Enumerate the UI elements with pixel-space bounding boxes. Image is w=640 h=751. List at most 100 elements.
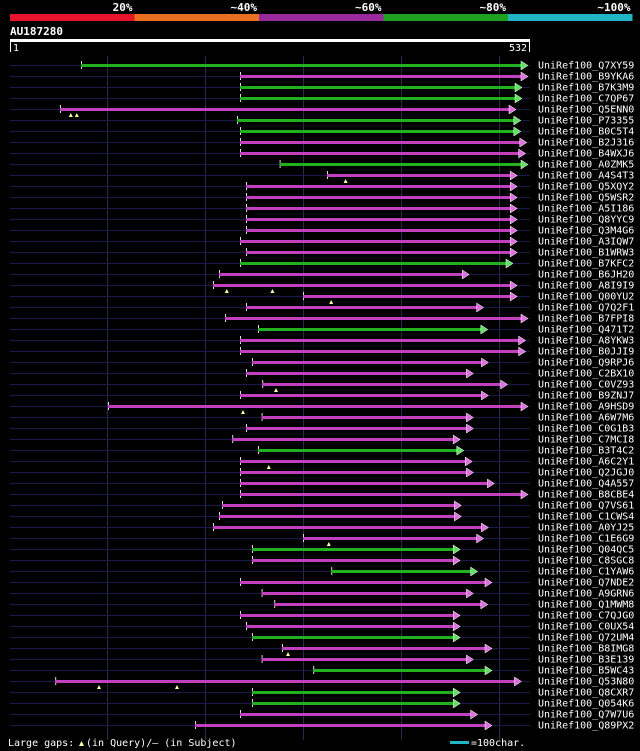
hit-bar <box>262 658 468 661</box>
hit-label: UniRef100_Q5ENN0 <box>538 105 634 116</box>
hit-label: UniRef100_Q7NDE2 <box>538 578 634 589</box>
hit-bar <box>240 97 516 100</box>
hit-label: UniRef100_Q7Q2F1 <box>538 303 634 314</box>
hit-label: UniRef100_B3T4C2 <box>538 446 634 457</box>
hit-bar <box>274 603 482 606</box>
hit-label: UniRef100_A4S4T3 <box>538 171 634 182</box>
hit-bar <box>213 284 511 287</box>
hit-bar <box>240 86 516 89</box>
hit-bar <box>240 75 522 78</box>
hit-bar <box>313 669 486 672</box>
hit-bar <box>240 240 511 243</box>
hit-label: UniRef100_Q7W7U6 <box>538 710 634 721</box>
hit-bar <box>240 130 515 133</box>
legend-segment-3 <box>259 14 384 21</box>
hit-bar <box>252 702 454 705</box>
hit-bar <box>219 515 455 518</box>
hit-label: UniRef100_C7MCI8 <box>538 435 634 446</box>
hit-label: UniRef100_B9YKA6 <box>538 72 634 83</box>
hit-label: UniRef100_B7FPI8 <box>538 314 634 325</box>
hit-bar <box>246 372 467 375</box>
query-title: AU187280 <box>10 25 63 38</box>
gap-legend-text: (in Query)/– (in Subject) <box>86 738 237 749</box>
hit-bar <box>303 295 511 298</box>
gap-legend-prefix: Large gaps: <box>8 738 74 749</box>
hit-label: UniRef100_C7QP67 <box>538 94 634 105</box>
hit-label: UniRef100_B1WRW3 <box>538 248 634 259</box>
hit-bar <box>258 449 458 452</box>
hit-label: UniRef100_B2J316 <box>538 138 634 149</box>
hit-bar <box>252 691 454 694</box>
hit-label: UniRef100_B4WXJ6 <box>538 149 634 160</box>
hit-label: UniRef100_A3IQW7 <box>538 237 634 248</box>
hit-label: UniRef100_Q9RPJ6 <box>538 358 634 369</box>
hit-bar <box>240 339 520 342</box>
hit-bar <box>246 251 511 254</box>
hit-bar <box>213 526 482 529</box>
hit-label: UniRef100_C1E6G9 <box>538 534 634 545</box>
hit-bar <box>282 647 486 650</box>
hit-bar <box>60 108 510 111</box>
hit-bar <box>246 229 511 232</box>
hit-label: UniRef100_A0ZMK5 <box>538 160 634 171</box>
hit-bar <box>240 471 467 474</box>
hit-bar <box>246 196 511 199</box>
hit-label: UniRef100_Q5WSR2 <box>538 193 634 204</box>
hit-bar <box>331 570 471 573</box>
legend-label-2: ~40% <box>231 1 258 14</box>
hit-label: UniRef100_C1CWS4 <box>538 512 634 523</box>
hit-bar <box>232 438 454 441</box>
hit-bar <box>240 262 507 265</box>
hit-bar <box>108 405 522 408</box>
hit-label: UniRef100_Q7VS61 <box>538 501 634 512</box>
hit-bar <box>237 119 515 122</box>
alignment-chart: 20% ~40% ~60% ~80% ~100% AU1872801 532 UniRef… <box>0 0 640 751</box>
hit-bar <box>280 163 522 166</box>
hit-bar <box>258 328 482 331</box>
hit-bar <box>246 427 467 430</box>
hit-bar <box>252 636 454 639</box>
hit-label: UniRef100_C8SGC8 <box>538 556 634 567</box>
hit-bar <box>262 416 468 419</box>
hit-bar <box>246 625 454 628</box>
hit-label: UniRef100_Q471T2 <box>538 325 634 336</box>
hit-label: UniRef100_B9ZNJ7 <box>538 391 634 402</box>
hit-bar <box>240 460 466 463</box>
legend-label-4: ~80% <box>480 1 507 14</box>
hit-label: UniRef100_B7K3M9 <box>538 83 634 94</box>
hit-bar <box>246 185 511 188</box>
hit-bar <box>252 559 454 562</box>
hit-label: UniRef100_Q89PX2 <box>538 721 634 732</box>
hit-bar <box>240 713 472 716</box>
hit-label: UniRef100_Q72UM4 <box>538 633 634 644</box>
hit-bar <box>81 64 522 67</box>
hit-bar <box>240 614 454 617</box>
hit-label: UniRef100_C7QJG0 <box>538 611 634 622</box>
hit-bar <box>219 273 463 276</box>
hit-bar <box>240 581 486 584</box>
hit-label: UniRef100_Q1MWM8 <box>538 600 634 611</box>
hit-label: UniRef100_Q8CXR7 <box>538 688 634 699</box>
hit-bar <box>225 317 522 320</box>
hit-bar <box>240 482 488 485</box>
hit-label: UniRef100_B3E139 <box>538 655 634 666</box>
hit-bar <box>252 548 454 551</box>
hit-label: UniRef100_B5WC43 <box>538 666 634 677</box>
hit-bar <box>240 152 520 155</box>
hit-label: UniRef100_A6C2Y1 <box>538 457 634 468</box>
scale-label: =100char. <box>471 738 525 749</box>
legend-segment-4 <box>384 14 509 21</box>
hit-label: UniRef100_Q7XY59 <box>538 61 634 72</box>
legend-label-1: 20% <box>113 1 133 14</box>
hit-label: UniRef100_A6W7M6 <box>538 413 634 424</box>
hit-label: UniRef100_B8IMG8 <box>538 644 634 655</box>
hit-label: UniRef100_Q04QC5 <box>538 545 634 556</box>
hit-label: UniRef100_C2BX10 <box>538 369 634 380</box>
hit-label: UniRef100_C0G1B3 <box>538 424 634 435</box>
hit-bar <box>246 306 478 309</box>
legend-label-5: ~100% <box>597 1 630 14</box>
legend-segment-2 <box>135 14 260 21</box>
hit-bar <box>240 493 522 496</box>
hit-label: UniRef100_Q4A557 <box>538 479 634 490</box>
hit-label: UniRef100_A9HSD9 <box>538 402 634 413</box>
